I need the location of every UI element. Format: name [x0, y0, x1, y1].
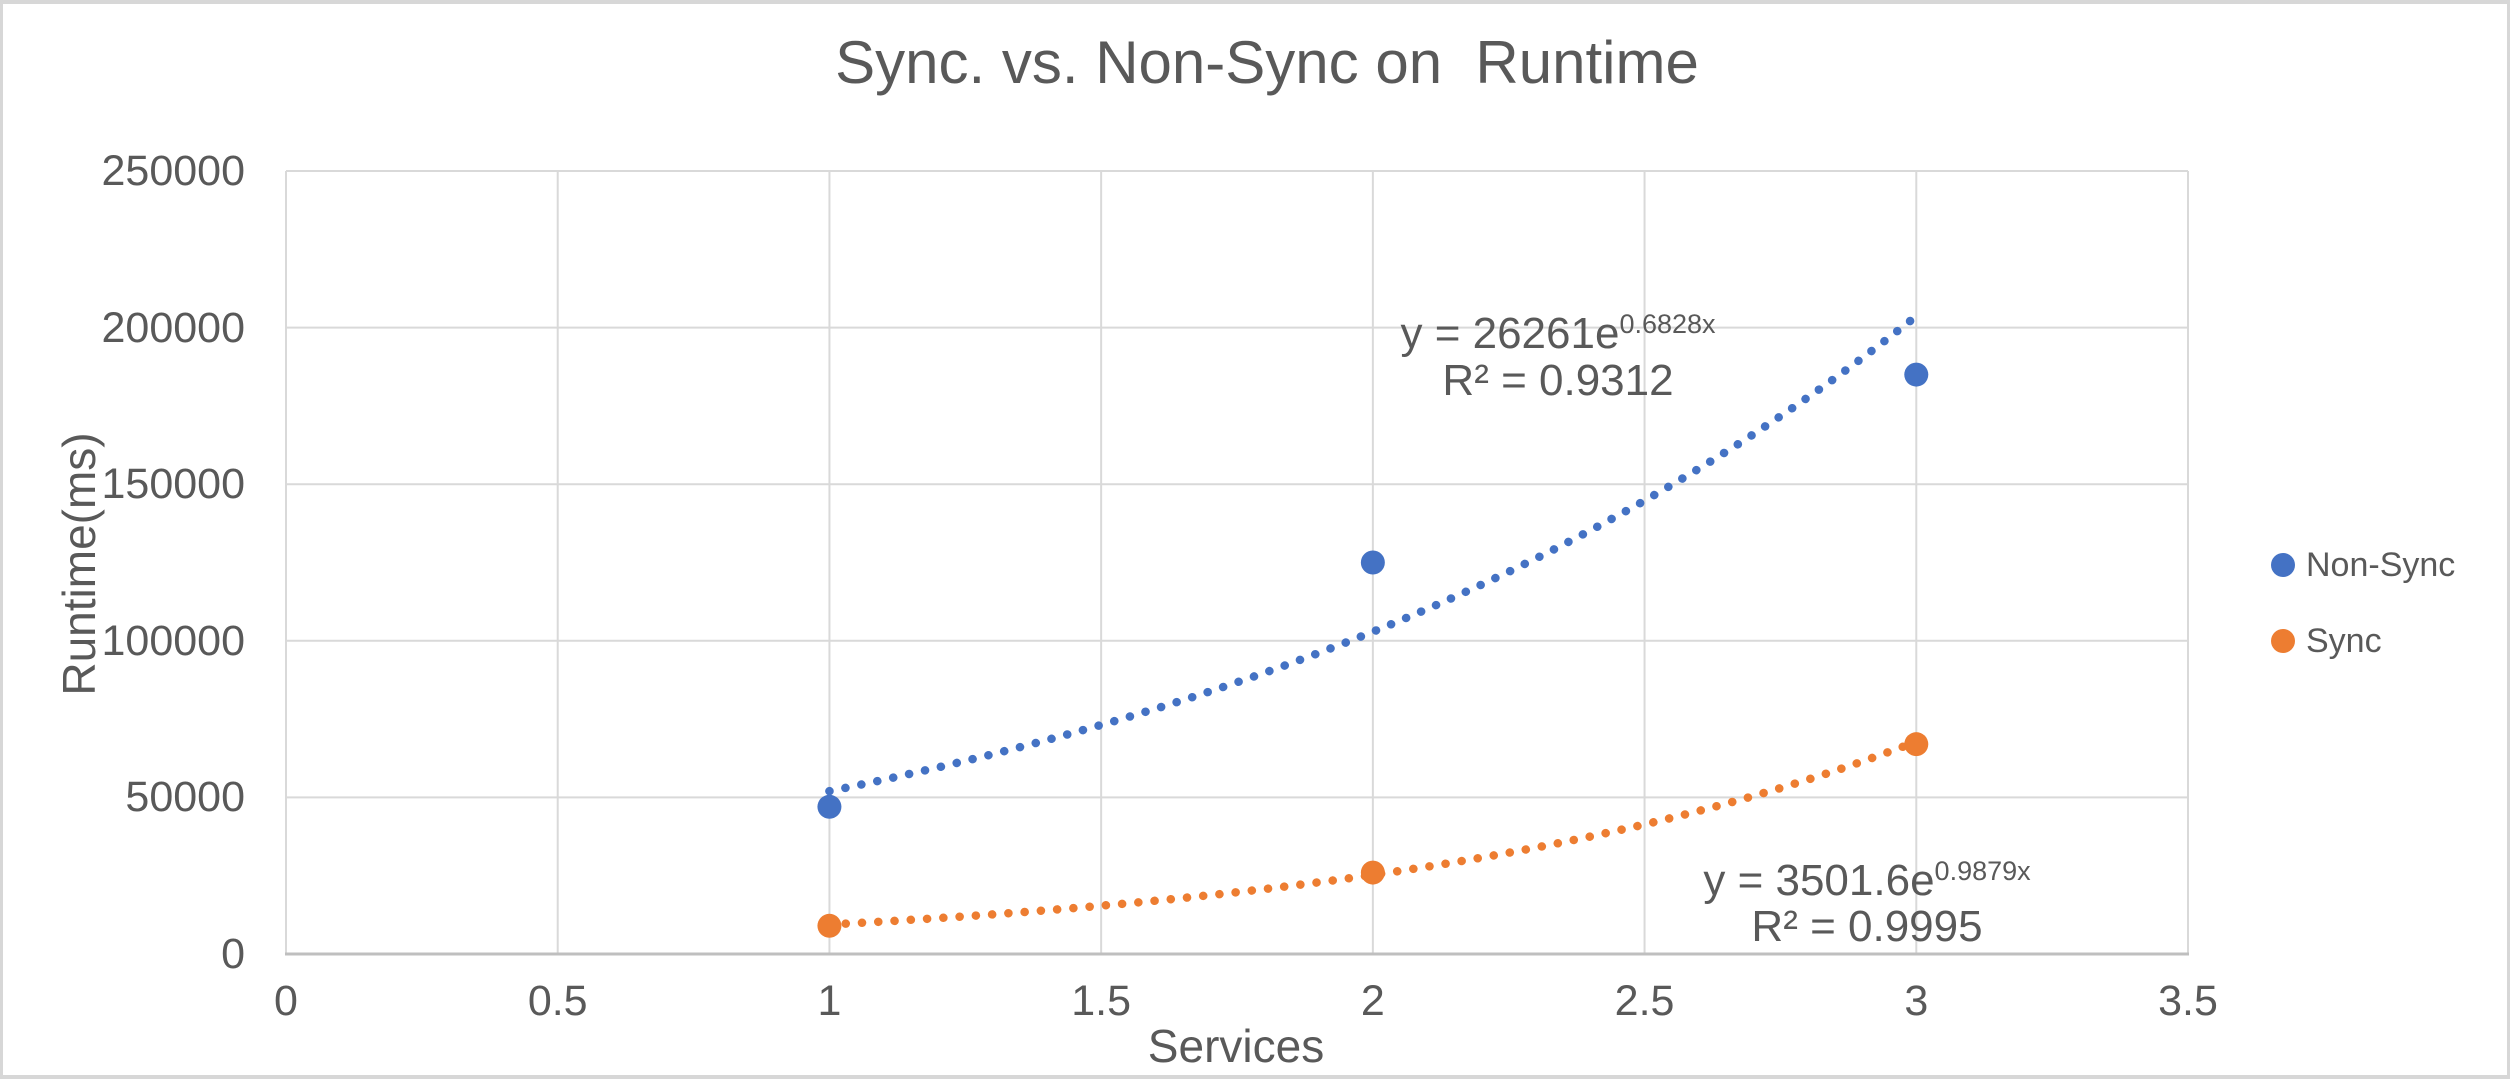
trendline-label-non-sync: y = 26261e0.6828x R² = 0.9312 [1248, 310, 1868, 404]
legend-marker-non-sync [2271, 553, 2295, 577]
y-tick-label: 50000 [125, 773, 245, 822]
legend-item-non-sync[interactable]: Non-Sync [2271, 541, 2455, 589]
y-tick-label: 250000 [101, 147, 246, 195]
data-point-non-sync[interactable] [1360, 550, 1385, 575]
data-point-non-sync[interactable] [817, 794, 842, 819]
data-point-sync[interactable] [817, 913, 842, 938]
x-tick-label: 3.5 [2158, 977, 2218, 1025]
plot-area [285, 170, 2189, 956]
trendline-equation-sync: y = 3501.6e0.9879x [1557, 858, 2177, 904]
r-squared-non-sync: R² = 0.9312 [1442, 356, 1674, 405]
legend-item-sync[interactable]: Sync [2271, 617, 2455, 665]
equation-base-non-sync: y = 26261e [1400, 309, 1620, 358]
data-point-sync[interactable] [1904, 732, 1929, 757]
x-axis-title: Services [1147, 1020, 1325, 1072]
legend-marker-sync [2271, 629, 2295, 653]
trendline-equation-non-sync: y = 26261e0.6828x [1248, 310, 1868, 357]
legend-label-sync: Sync [2306, 621, 2382, 660]
equation-exponent-sync: 0.9879x [1934, 856, 2031, 886]
y-tick-label: 150000 [101, 460, 246, 509]
legend-label-non-sync: Non-Sync [2306, 545, 2456, 584]
trendline-non-sync[interactable] [825, 311, 1921, 796]
data-point-sync[interactable] [1360, 860, 1385, 885]
chart-title: Sync. vs. Non-Sync on Runtime [835, 29, 1699, 96]
x-tick-label: 2 [1360, 977, 1385, 1025]
x-tick-label: 0 [274, 977, 298, 1025]
y-tick-label: 100000 [101, 616, 246, 665]
x-tick-label: 2.5 [1614, 977, 1675, 1025]
x-tick-label: 1.5 [1071, 977, 1132, 1025]
x-tick-label: 0.5 [527, 977, 588, 1025]
y-tick-label: 0 [221, 930, 245, 978]
trendline-sync[interactable] [825, 737, 1921, 929]
legend: Non-Sync Sync [2271, 541, 2455, 665]
data-point-non-sync[interactable] [1904, 362, 1929, 387]
x-tick-label: 1 [817, 977, 842, 1025]
equation-base-sync: y = 3501.6e [1703, 856, 1935, 905]
y-tick-label: 200000 [101, 303, 246, 352]
trendline-label-sync: y = 3501.6e0.9879x R² = 0.9995 [1557, 858, 2177, 950]
x-tick-label: 3 [1904, 977, 1929, 1025]
equation-exponent-non-sync: 0.6828x [1619, 309, 1716, 339]
r-squared-sync: R² = 0.9995 [1751, 902, 1983, 951]
